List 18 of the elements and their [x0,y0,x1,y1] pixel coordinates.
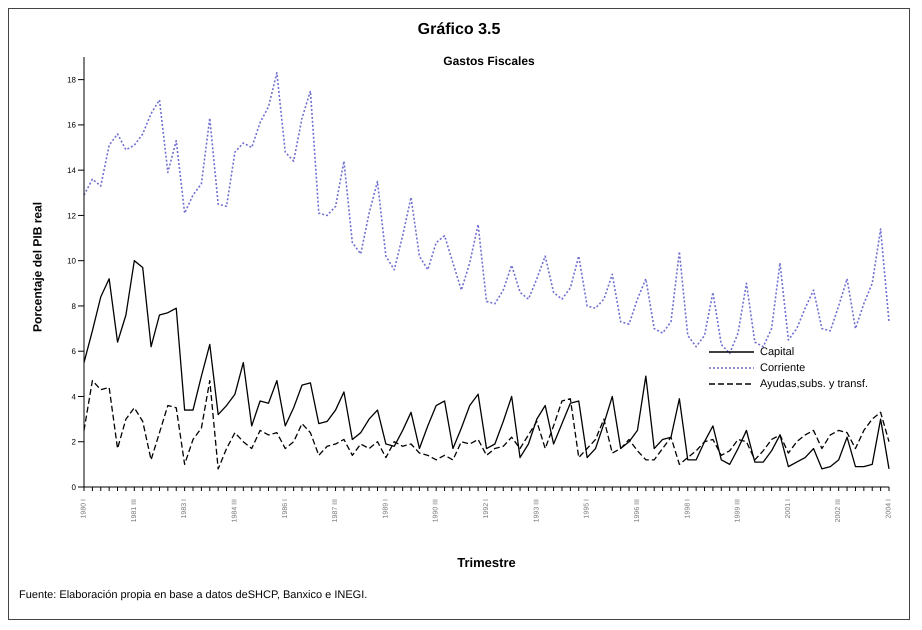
y-tick-label: 6 [72,347,77,356]
y-tick-label: 16 [67,120,77,130]
y-tick-label: 2 [72,438,77,447]
chart-title: Gráfico 3.5 [416,21,502,39]
source-note: Fuente: Elaboración propia en base a datos deSHCP, Banxico e INEGI. [19,589,368,601]
y-tick-label: 10 [67,256,77,266]
y-tick-label: 4 [72,392,77,402]
y-axis-title: Porcentaje del PIB real [30,202,44,332]
y-tick-label: 14 [67,166,77,175]
legend-label: Capital [760,346,794,358]
y-tick-label: 0 [72,482,77,492]
y-tick-label: 12 [67,211,77,220]
x-axis-title: Trimestre [457,555,516,570]
legend-label: Corriente [760,362,806,374]
y-tick-label: 18 [67,75,77,84]
legend-label: Ayudas,subs. y transf. [760,378,868,390]
chart-subtitle: Gastos Fiscales [442,54,536,68]
y-tick-label: 8 [72,302,77,311]
